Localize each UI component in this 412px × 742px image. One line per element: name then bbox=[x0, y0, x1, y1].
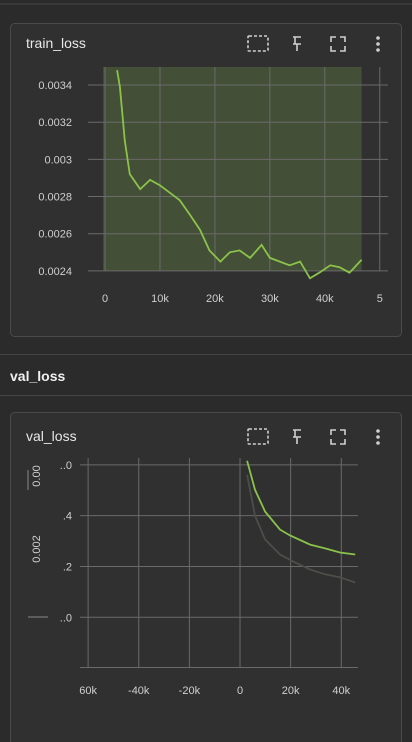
x-tick-label: 0 bbox=[237, 685, 243, 697]
raw-data-band bbox=[103, 67, 362, 271]
x-tick-label: -20k bbox=[179, 685, 201, 697]
x-tick-label: 10k bbox=[151, 293, 169, 305]
fit-domain-button[interactable] bbox=[247, 35, 269, 52]
x-tick-label: 20k bbox=[206, 293, 224, 305]
x-tick-label: 40k bbox=[316, 293, 334, 305]
y-tick-label: 0.0032 bbox=[38, 117, 72, 129]
y-axis-fragment-label: 0.002 bbox=[31, 535, 43, 563]
card-toolbar bbox=[247, 35, 346, 52]
x-tick-label: 5 bbox=[377, 293, 383, 305]
y-tick-label: .4 bbox=[63, 511, 72, 523]
plot: 0.0024 0.0026 0.0028 0.003 0.0032 0.0034 0 10k 2… bbox=[38, 67, 388, 305]
pin-button[interactable] bbox=[293, 429, 301, 444]
card-title: train_loss bbox=[26, 35, 86, 51]
y-tick-label: ..0 bbox=[60, 460, 72, 472]
line-series bbox=[116, 70, 363, 280]
y-tick-label: 0.0024 bbox=[38, 266, 72, 278]
line-series bbox=[246, 474, 356, 584]
card-title: val_loss bbox=[26, 428, 77, 444]
pin-button[interactable] bbox=[293, 36, 301, 51]
x-tick-label: 0 bbox=[102, 293, 108, 305]
line-series bbox=[246, 460, 356, 556]
x-tick-label: -40k bbox=[128, 685, 150, 697]
menu-button[interactable] bbox=[376, 429, 380, 445]
y-tick-label: 0.0028 bbox=[38, 192, 72, 204]
y-axis-fragment-label: 0.00 bbox=[31, 465, 43, 486]
x-tick-label: 60k bbox=[79, 685, 97, 697]
y-tick-label: 0.0034 bbox=[38, 80, 72, 92]
section-title: val_loss bbox=[10, 368, 65, 384]
plot: ..0 .4 .2 ..0 60k -40k -20k 0 20k 40k 0.002 0.00 bbox=[31, 458, 358, 697]
fit-domain-button[interactable] bbox=[247, 428, 269, 445]
y-tick-label: 0.0026 bbox=[38, 229, 72, 241]
x-tick-label: 30k bbox=[261, 293, 279, 305]
menu-button[interactable] bbox=[376, 36, 380, 52]
y-tick-label: .2 bbox=[63, 561, 72, 573]
x-tick-label: 40k bbox=[332, 685, 350, 697]
fullscreen-button[interactable] bbox=[330, 36, 346, 52]
card-toolbar bbox=[247, 428, 346, 445]
y-tick-label: ..0 bbox=[60, 612, 72, 624]
x-tick-label: 20k bbox=[282, 685, 300, 697]
fullscreen-button[interactable] bbox=[330, 429, 346, 445]
y-tick-label: 0.003 bbox=[44, 154, 72, 166]
card bbox=[10, 412, 402, 742]
